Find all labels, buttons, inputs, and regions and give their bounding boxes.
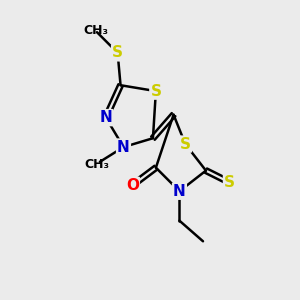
Text: S: S — [180, 136, 191, 152]
Text: S: S — [112, 45, 123, 60]
Text: S: S — [150, 84, 161, 99]
Text: CH₃: CH₃ — [85, 158, 110, 171]
Text: N: N — [173, 184, 186, 199]
Text: CH₃: CH₃ — [83, 24, 108, 37]
Text: S: S — [224, 175, 235, 190]
Text: O: O — [126, 178, 139, 193]
Text: N: N — [100, 110, 112, 125]
Text: N: N — [117, 140, 130, 154]
